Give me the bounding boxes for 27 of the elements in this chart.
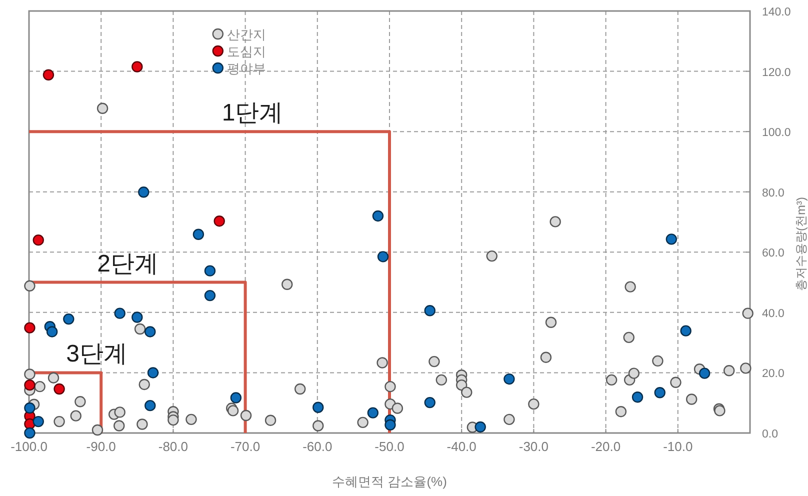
- y-tick-label: 60.0: [762, 248, 784, 260]
- y-tick-label: 0.0: [762, 428, 778, 440]
- x-tick-label: -10.0: [663, 439, 693, 454]
- x-axis-title: 수혜면적 감소율(%): [332, 474, 447, 489]
- y-axis-title: 총저수용량(천m³): [794, 197, 808, 291]
- y-tick-label: 100.0: [762, 127, 791, 140]
- x-tick-label: -60.0: [302, 439, 332, 454]
- annotation: 1단계: [222, 100, 284, 127]
- y-tick-label: 40.0: [762, 308, 784, 320]
- x-tick-label: -50.0: [374, 439, 404, 454]
- x-tick-label: -90.0: [86, 439, 116, 454]
- y-tick-label: 140.0: [762, 6, 791, 18]
- legend-label: 산간지: [226, 27, 266, 42]
- legend-label: 평야부: [226, 61, 266, 76]
- x-tick-label: -80.0: [158, 439, 188, 454]
- y-tick-label: 120.0: [762, 66, 791, 79]
- y-tick-label: 20.0: [762, 368, 784, 380]
- x-tick-label: -20.0: [590, 439, 621, 454]
- x-tick-label: -100.0: [10, 439, 48, 454]
- legend-label: 도심지: [226, 44, 266, 59]
- annotation: 3단계: [66, 340, 128, 368]
- x-tick-label: -70.0: [230, 439, 260, 454]
- y-tick-label: 80.0: [762, 187, 784, 200]
- annotation: 2단계: [97, 250, 158, 278]
- x-tick-label: -40.0: [446, 439, 476, 454]
- x-tick-label: -30.0: [518, 439, 549, 454]
- legend: 산간지 도심지 평야부: [212, 27, 266, 76]
